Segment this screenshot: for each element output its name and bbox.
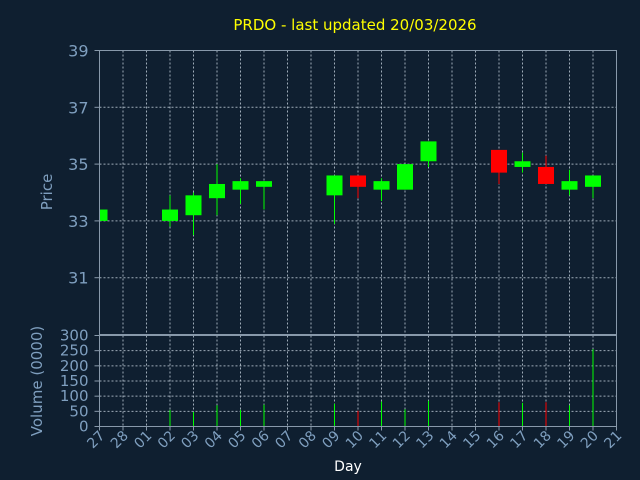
candle-body xyxy=(561,181,578,190)
candle-body xyxy=(373,181,390,190)
volume-tick-label: 300 xyxy=(60,327,89,345)
candle-body xyxy=(326,175,343,196)
candle-body xyxy=(397,164,413,190)
chart-title: PRDO - last updated 20/03/2026 xyxy=(233,16,476,34)
price-tick-label: 33 xyxy=(68,212,88,231)
candle-body xyxy=(538,166,554,184)
day-tick-labels: 27 28 01 02 03 04 05 06 07 08 09 10 11 12 13 14 15 16 17 18… xyxy=(84,426,625,452)
price-y-ticks: 31 33 35 37 39 xyxy=(68,42,100,288)
price-tick-label: 31 xyxy=(68,269,88,288)
price-plot-frame xyxy=(99,50,617,335)
candle-body xyxy=(256,181,272,187)
candle-body xyxy=(162,209,178,221)
volume-axis-label: Volume (0000) xyxy=(28,326,46,436)
price-tick-label: 37 xyxy=(68,98,88,117)
price-tick-label: 39 xyxy=(68,42,88,61)
volume-tick-label: 50 xyxy=(69,402,88,420)
candle-body xyxy=(585,175,601,187)
candle-body xyxy=(514,161,531,167)
candle-body xyxy=(350,175,366,187)
volume-bars xyxy=(169,349,594,427)
candle-body xyxy=(491,149,507,173)
volume-tick-label: 150 xyxy=(60,372,89,390)
candle-body xyxy=(99,209,108,221)
volume-tick-label: 0 xyxy=(79,418,89,436)
candle-body xyxy=(232,181,249,190)
x-axis-label: Day xyxy=(334,459,362,475)
volume-plot-frame xyxy=(99,335,617,427)
volume-tick-label: 250 xyxy=(60,342,89,360)
price-tick-label: 35 xyxy=(68,155,88,174)
volume-tick-label: 200 xyxy=(60,357,89,375)
volume-tick-label: 100 xyxy=(60,387,89,405)
y-axis-label: Price xyxy=(38,174,56,211)
candle-body xyxy=(209,183,225,199)
candle-body xyxy=(185,195,202,216)
candle-body xyxy=(420,141,437,162)
candles xyxy=(99,141,601,236)
